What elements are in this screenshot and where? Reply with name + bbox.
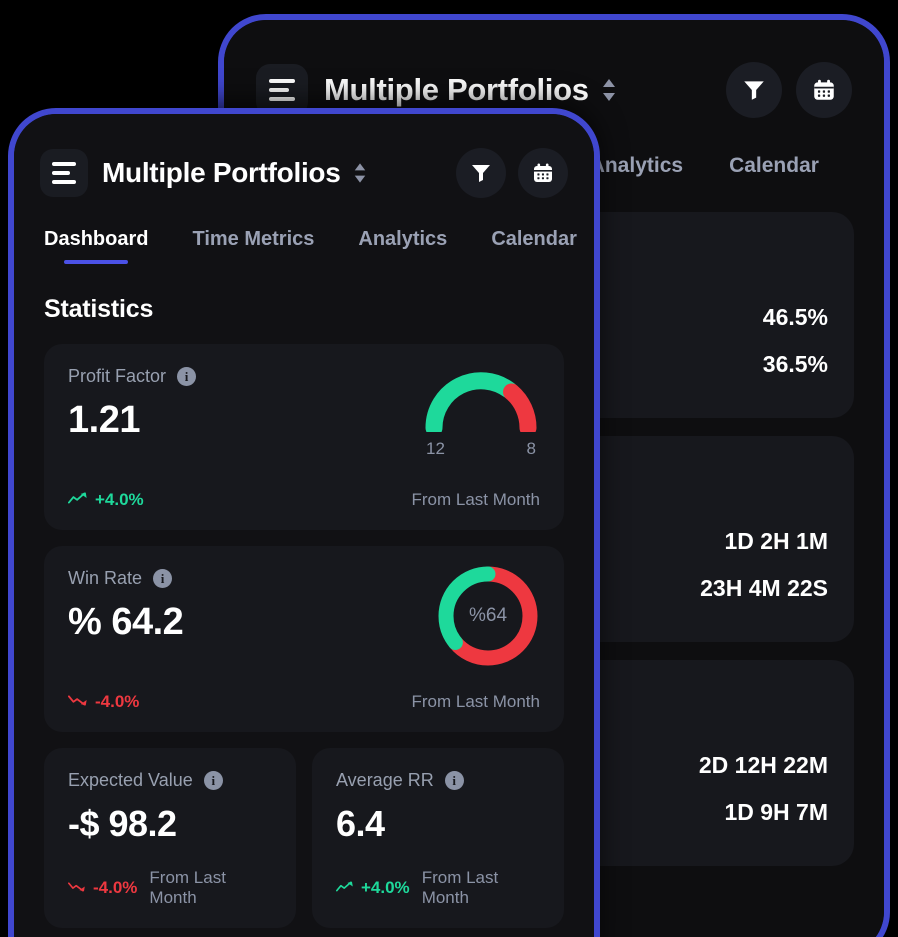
stat-card-profit-factor[interactable]: Profit Factor i 1.21 12 8 bbox=[44, 344, 564, 530]
profit-factor-label-row: Profit Factor i bbox=[68, 366, 540, 387]
chevron-up-down-icon bbox=[353, 161, 367, 185]
expected-value-label-row: Expected Value i bbox=[68, 770, 272, 791]
hamburger-menu-icon[interactable] bbox=[256, 64, 308, 116]
chevron-up-down-icon bbox=[601, 77, 617, 103]
win-rate-label: Win Rate bbox=[68, 568, 143, 588]
average-rr-label: Average RR bbox=[336, 770, 434, 790]
back-header-actions bbox=[726, 62, 852, 118]
section-title-statistics: Statistics bbox=[44, 295, 154, 323]
trending-down-icon bbox=[68, 878, 86, 898]
profit-factor-delta: +4.0% bbox=[68, 490, 144, 510]
average-rr-delta-text: +4.0% bbox=[361, 878, 410, 897]
front-tab-calendar[interactable]: Calendar bbox=[491, 228, 577, 250]
calendar-icon bbox=[811, 77, 837, 103]
info-icon[interactable]: i bbox=[444, 771, 464, 790]
bar-value-label: 36.5% bbox=[762, 351, 828, 377]
front-tab-time-metrics[interactable]: Time Metrics bbox=[192, 228, 315, 250]
trending-down-icon bbox=[68, 692, 88, 712]
win-rate-value: % 64.2 bbox=[68, 601, 184, 643]
win-rate-footnote: From Last Month bbox=[411, 692, 541, 711]
trending-up-icon bbox=[68, 490, 88, 510]
profit-factor-footnote: From Last Month bbox=[411, 490, 541, 509]
win-rate-delta-text: -4.0% bbox=[95, 692, 140, 711]
average-rr-delta: +4.0% bbox=[336, 878, 410, 898]
win-rate-label-row: Win Rate i bbox=[68, 568, 540, 589]
gauge-tick-right: 8 bbox=[526, 439, 536, 458]
front-portfolio-selector[interactable]: Multiple Portfolios bbox=[102, 157, 367, 189]
gauge-chart bbox=[425, 372, 537, 437]
stat-card-average-rr[interactable]: Average RR i 6.4 bbox=[312, 748, 564, 928]
profit-factor-label: Profit Factor bbox=[68, 366, 167, 386]
profit-factor-value: 1.21 bbox=[68, 399, 140, 441]
profit-factor-footer: +4.0% From Last Month bbox=[68, 490, 540, 510]
hamburger-menu-icon[interactable] bbox=[40, 149, 88, 197]
gauge-tick-left: 12 bbox=[426, 439, 445, 458]
statistics-bottom-row: Expected Value i -$ 98.2 bbox=[44, 748, 564, 928]
front-page-title: Multiple Portfolios bbox=[102, 157, 341, 188]
donut-chart bbox=[438, 566, 538, 666]
bar-value-label: 46.5% bbox=[762, 304, 828, 330]
bar-value-label: 23H 4M 22S bbox=[700, 575, 828, 601]
win-rate-footer: -4.0% From Last Month bbox=[68, 692, 540, 712]
calendar-icon bbox=[531, 161, 555, 185]
back-page-title: Multiple Portfolios bbox=[324, 72, 589, 107]
bar-value-label: 1D 2H 1M bbox=[724, 528, 828, 554]
expected-value-value: -$ 98.2 bbox=[68, 803, 177, 844]
back-portfolio-selector[interactable]: Multiple Portfolios bbox=[324, 72, 617, 108]
profit-factor-delta-text: +4.0% bbox=[95, 490, 144, 509]
filter-button[interactable] bbox=[456, 148, 506, 198]
calendar-button[interactable] bbox=[796, 62, 852, 118]
back-app-header: Multiple Portfolios bbox=[224, 20, 884, 118]
foreground-phone: Multiple Portfolios bbox=[8, 108, 600, 937]
stat-card-win-rate[interactable]: Win Rate i % 64.2 %64 bbox=[44, 546, 564, 732]
win-rate-donut: %64 bbox=[434, 562, 542, 670]
info-icon[interactable]: i bbox=[203, 771, 223, 790]
filter-icon bbox=[469, 161, 493, 185]
front-app-header: Multiple Portfolios bbox=[14, 114, 594, 198]
bar-value-label: 1D 9H 7M bbox=[724, 799, 828, 825]
expected-value-delta: -4.0% bbox=[68, 878, 137, 898]
filter-button[interactable] bbox=[726, 62, 782, 118]
filter-icon bbox=[741, 77, 767, 103]
profit-factor-gauge: 12 8 bbox=[422, 370, 540, 459]
expected-value-label: Expected Value bbox=[68, 770, 193, 790]
calendar-button[interactable] bbox=[518, 148, 568, 198]
foreground-phone-screen: Multiple Portfolios bbox=[14, 114, 594, 937]
bar-value-label: 2D 12H 22M bbox=[698, 752, 828, 778]
expected-value-footnote: From Last Month bbox=[149, 868, 226, 907]
info-icon[interactable]: i bbox=[153, 569, 173, 588]
average-rr-value: 6.4 bbox=[336, 803, 385, 844]
back-tab-analytics[interactable]: Analytics bbox=[589, 154, 684, 177]
gauge-tick-labels: 12 8 bbox=[422, 439, 540, 459]
average-rr-footnote: From Last Month bbox=[421, 868, 499, 907]
stat-card-expected-value[interactable]: Expected Value i -$ 98.2 bbox=[44, 748, 296, 928]
front-tab-analytics[interactable]: Analytics bbox=[358, 228, 448, 250]
donut-center-label: %64 bbox=[468, 605, 508, 626]
front-tab-bar: Dashboard Time Metrics Analytics Calenda… bbox=[14, 198, 594, 264]
win-rate-delta: -4.0% bbox=[68, 692, 139, 712]
front-header-actions bbox=[456, 148, 568, 198]
average-rr-label-row: Average RR i bbox=[336, 770, 540, 791]
info-icon[interactable]: i bbox=[177, 367, 197, 386]
back-tab-calendar[interactable]: Calendar bbox=[729, 154, 819, 177]
trending-up-icon bbox=[336, 878, 354, 898]
average-rr-footer: +4.0% From Last Month bbox=[336, 868, 540, 908]
statistics-cards: Profit Factor i 1.21 12 8 bbox=[14, 324, 594, 928]
front-tab-dashboard[interactable]: Dashboard bbox=[44, 228, 149, 264]
expected-value-delta-text: -4.0% bbox=[93, 878, 138, 897]
expected-value-footer: -4.0% From Last Month bbox=[68, 868, 272, 908]
